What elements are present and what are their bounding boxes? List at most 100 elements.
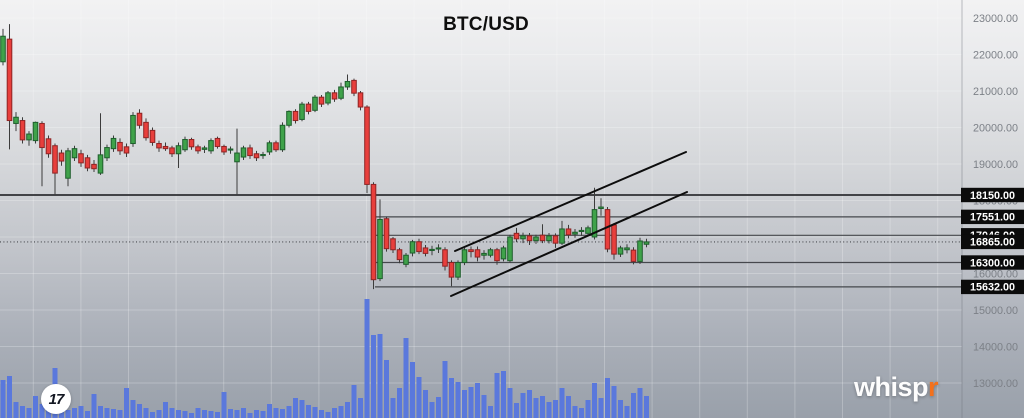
volume-bar bbox=[442, 361, 448, 418]
candle-body bbox=[461, 249, 468, 264]
volume-bar bbox=[338, 406, 344, 418]
candle-body bbox=[45, 138, 52, 155]
volume-bar bbox=[39, 404, 45, 418]
candle-body bbox=[604, 209, 611, 250]
candle-body bbox=[130, 114, 136, 145]
candle-body bbox=[442, 249, 448, 267]
candle-body bbox=[403, 254, 409, 265]
candle-body bbox=[260, 153, 266, 157]
volume-bar bbox=[221, 392, 227, 418]
volume-bar bbox=[13, 402, 19, 418]
volume-bar bbox=[267, 404, 272, 418]
volume-bar bbox=[26, 408, 32, 418]
volume-bar bbox=[156, 410, 162, 418]
candle-body bbox=[84, 157, 91, 169]
volume-bar bbox=[7, 376, 12, 418]
price-level-badge bbox=[961, 234, 1024, 250]
volume-bar bbox=[494, 373, 500, 418]
volume-bar bbox=[410, 362, 415, 418]
candle-body bbox=[643, 241, 650, 245]
candle-body bbox=[630, 249, 637, 262]
volume-bar bbox=[462, 390, 467, 418]
candle-body bbox=[422, 247, 429, 254]
volume-bar bbox=[247, 413, 253, 418]
price-level-badge-label: 17551.00 bbox=[970, 212, 1015, 224]
candle-body bbox=[572, 231, 578, 235]
volume-bar bbox=[332, 408, 337, 418]
volume-bar bbox=[215, 412, 220, 418]
candle-body bbox=[520, 235, 526, 240]
volume-bar bbox=[468, 387, 474, 418]
candle-body bbox=[396, 249, 403, 261]
volume-bar bbox=[72, 408, 77, 418]
candle-body bbox=[325, 92, 331, 104]
volume-bar bbox=[117, 410, 123, 418]
candle-body bbox=[169, 147, 175, 155]
volume-bar bbox=[605, 378, 610, 418]
volume-bar bbox=[553, 400, 558, 418]
candle-body bbox=[429, 248, 435, 251]
candle-body bbox=[487, 249, 494, 256]
candle-body bbox=[585, 227, 591, 234]
candle-body bbox=[65, 150, 71, 179]
volume-bar bbox=[234, 410, 240, 418]
candle-body bbox=[227, 148, 234, 151]
candle-body bbox=[455, 262, 461, 278]
candle-body bbox=[175, 145, 182, 155]
volume-bar bbox=[65, 410, 71, 418]
trendline[interactable] bbox=[450, 191, 688, 297]
candle-body bbox=[533, 236, 539, 242]
volume-bar bbox=[533, 398, 539, 418]
volume-bar bbox=[273, 408, 279, 418]
candle-body bbox=[156, 143, 162, 149]
candle-body bbox=[559, 228, 565, 244]
candle-body bbox=[494, 249, 500, 262]
volume-bar bbox=[85, 411, 90, 418]
volume-bar bbox=[312, 407, 318, 418]
tradingview-logo[interactable]: 17 bbox=[41, 384, 71, 414]
volume-bar bbox=[91, 394, 97, 418]
candle-body bbox=[234, 152, 240, 163]
candle-body bbox=[448, 262, 455, 278]
candle-body bbox=[266, 142, 273, 153]
volume-bar bbox=[449, 378, 454, 418]
symbol-title: BTC/USD bbox=[443, 14, 529, 35]
price-axis-label: 20000.00 bbox=[973, 122, 1018, 134]
candle-body bbox=[299, 103, 305, 120]
volume-bar bbox=[624, 406, 630, 418]
candle-body bbox=[624, 247, 630, 251]
candle-body bbox=[240, 147, 247, 158]
price-axis-label: 22000.00 bbox=[973, 49, 1018, 61]
candle-body bbox=[611, 224, 617, 255]
candle-body bbox=[578, 229, 585, 233]
candle-body bbox=[26, 133, 32, 141]
volume-bar bbox=[124, 388, 129, 418]
price-axis-label: 21000.00 bbox=[973, 86, 1018, 98]
volume-bar bbox=[299, 400, 305, 418]
candle-body bbox=[149, 129, 156, 143]
candle-body bbox=[591, 209, 598, 238]
volume-bar bbox=[475, 383, 480, 418]
candle-body bbox=[117, 141, 123, 152]
candle-body bbox=[123, 146, 130, 154]
price-level-badge bbox=[961, 279, 1024, 295]
volume-bar bbox=[436, 397, 441, 418]
volume-bar bbox=[585, 400, 591, 418]
price-axis-label: 23000.00 bbox=[973, 13, 1018, 25]
volume-bar bbox=[527, 390, 532, 418]
candle-body bbox=[221, 145, 227, 153]
candle-body bbox=[637, 240, 643, 262]
whispr-watermark: whispr bbox=[854, 372, 939, 403]
candle-body bbox=[370, 183, 377, 281]
volume-bar bbox=[358, 398, 363, 418]
volume-bar bbox=[111, 409, 116, 418]
volume-bar bbox=[390, 398, 396, 418]
trendline[interactable] bbox=[454, 151, 687, 252]
volume-bar bbox=[20, 406, 25, 418]
price-level-badge bbox=[961, 255, 1024, 270]
volume-bar bbox=[455, 382, 461, 418]
volume-bar bbox=[488, 406, 493, 418]
volume-bar bbox=[631, 393, 636, 418]
candle-body bbox=[513, 232, 520, 240]
